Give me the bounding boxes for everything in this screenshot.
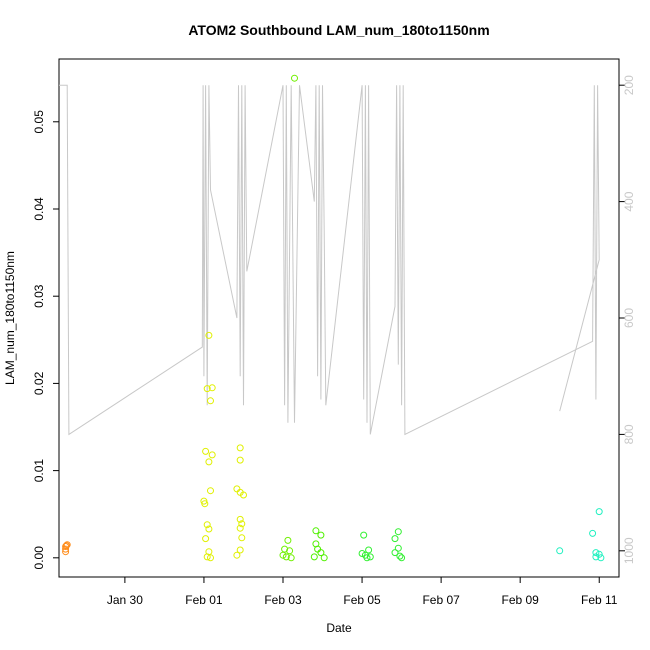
data-point xyxy=(62,543,70,550)
data-point xyxy=(597,554,605,562)
data-point xyxy=(556,547,564,555)
data-point xyxy=(317,531,325,539)
data-point xyxy=(366,553,374,561)
data-point xyxy=(208,384,216,392)
data-point xyxy=(391,535,399,543)
data-point xyxy=(238,534,246,542)
data-point xyxy=(236,524,244,532)
data-point xyxy=(592,553,600,561)
data-point xyxy=(203,385,211,393)
data-point xyxy=(398,554,406,562)
data-point xyxy=(203,521,211,529)
x-tick-label: Feb 09 xyxy=(501,593,539,607)
data-point xyxy=(202,447,210,455)
right-tick-label: 600 xyxy=(622,308,636,328)
data-point xyxy=(360,531,368,539)
y-tick-label: 0.05 xyxy=(32,110,46,134)
plot-frame-group xyxy=(58,58,620,578)
data-point xyxy=(236,444,244,452)
x-tick-label: Feb 03 xyxy=(264,593,302,607)
right-axis: 200 400 600 800 1000 xyxy=(619,75,636,564)
data-point xyxy=(287,554,295,562)
data-point xyxy=(236,515,244,523)
y-axis-label: LAM_num_180to1150nm xyxy=(3,251,17,385)
data-point xyxy=(363,554,371,562)
data-point xyxy=(233,485,241,493)
chart-title: ATOM2 Southbound LAM_num_180to1150nm xyxy=(188,22,489,38)
x-tick-label: Jan 30 xyxy=(107,593,143,607)
y-tick-label: 0.01 xyxy=(32,459,46,483)
data-point xyxy=(207,397,214,405)
data-point xyxy=(284,536,292,544)
data-point xyxy=(201,500,209,508)
right-tick-label: 400 xyxy=(622,191,636,211)
data-point xyxy=(282,553,290,561)
data-point xyxy=(236,546,244,554)
data-point xyxy=(233,551,241,559)
data-point xyxy=(589,529,597,537)
data-point xyxy=(394,528,402,536)
data-point xyxy=(208,451,216,459)
data-point xyxy=(396,552,404,560)
data-point xyxy=(317,549,325,557)
data-point xyxy=(63,541,71,549)
data-point xyxy=(310,553,318,561)
data-point xyxy=(592,549,600,557)
data-point xyxy=(394,544,402,552)
right-tick-label: 200 xyxy=(622,75,636,95)
data-points-group xyxy=(62,74,605,562)
x-axis-label: Date xyxy=(326,621,352,635)
y-axis: 0.00 0.01 0.02 0.03 0.04 0.05 xyxy=(32,110,59,570)
x-tick-label: Feb 07 xyxy=(422,593,460,607)
data-point xyxy=(314,545,322,553)
right-tick-label: 1000 xyxy=(622,537,636,564)
right-tick-label: 800 xyxy=(622,424,636,444)
data-point xyxy=(240,491,247,499)
plot-frame xyxy=(58,58,620,578)
data-point xyxy=(286,547,294,555)
data-point xyxy=(205,525,213,533)
data-point xyxy=(312,527,320,535)
y-tick-label: 0.02 xyxy=(32,371,46,395)
data-point xyxy=(62,542,70,550)
data-point xyxy=(203,553,211,561)
y-tick-label: 0.00 xyxy=(32,546,46,570)
secondary-series-line xyxy=(59,84,600,436)
data-point xyxy=(320,554,328,562)
x-axis: Jan 30 Feb 01 Feb 03 Feb 05 Feb 07 Feb 09 Feb … xyxy=(107,577,618,607)
data-point xyxy=(205,331,213,339)
data-point xyxy=(358,550,366,557)
data-point xyxy=(279,551,287,559)
data-point xyxy=(62,545,70,553)
data-point xyxy=(595,508,603,516)
data-point xyxy=(236,456,244,464)
data-point xyxy=(205,458,213,466)
x-tick-label: Feb 01 xyxy=(185,593,223,607)
x-tick-label: Feb 05 xyxy=(343,593,381,607)
data-point xyxy=(207,487,214,495)
y-tick-label: 0.04 xyxy=(32,197,46,221)
y-tick-label: 0.03 xyxy=(32,284,46,308)
data-point xyxy=(291,74,298,82)
secondary-line-group xyxy=(59,84,600,436)
data-point xyxy=(207,554,214,562)
data-point xyxy=(202,535,210,543)
data-point xyxy=(238,520,246,528)
x-tick-label: Feb 11 xyxy=(581,593,618,607)
data-point xyxy=(391,549,399,557)
data-point xyxy=(365,546,373,554)
